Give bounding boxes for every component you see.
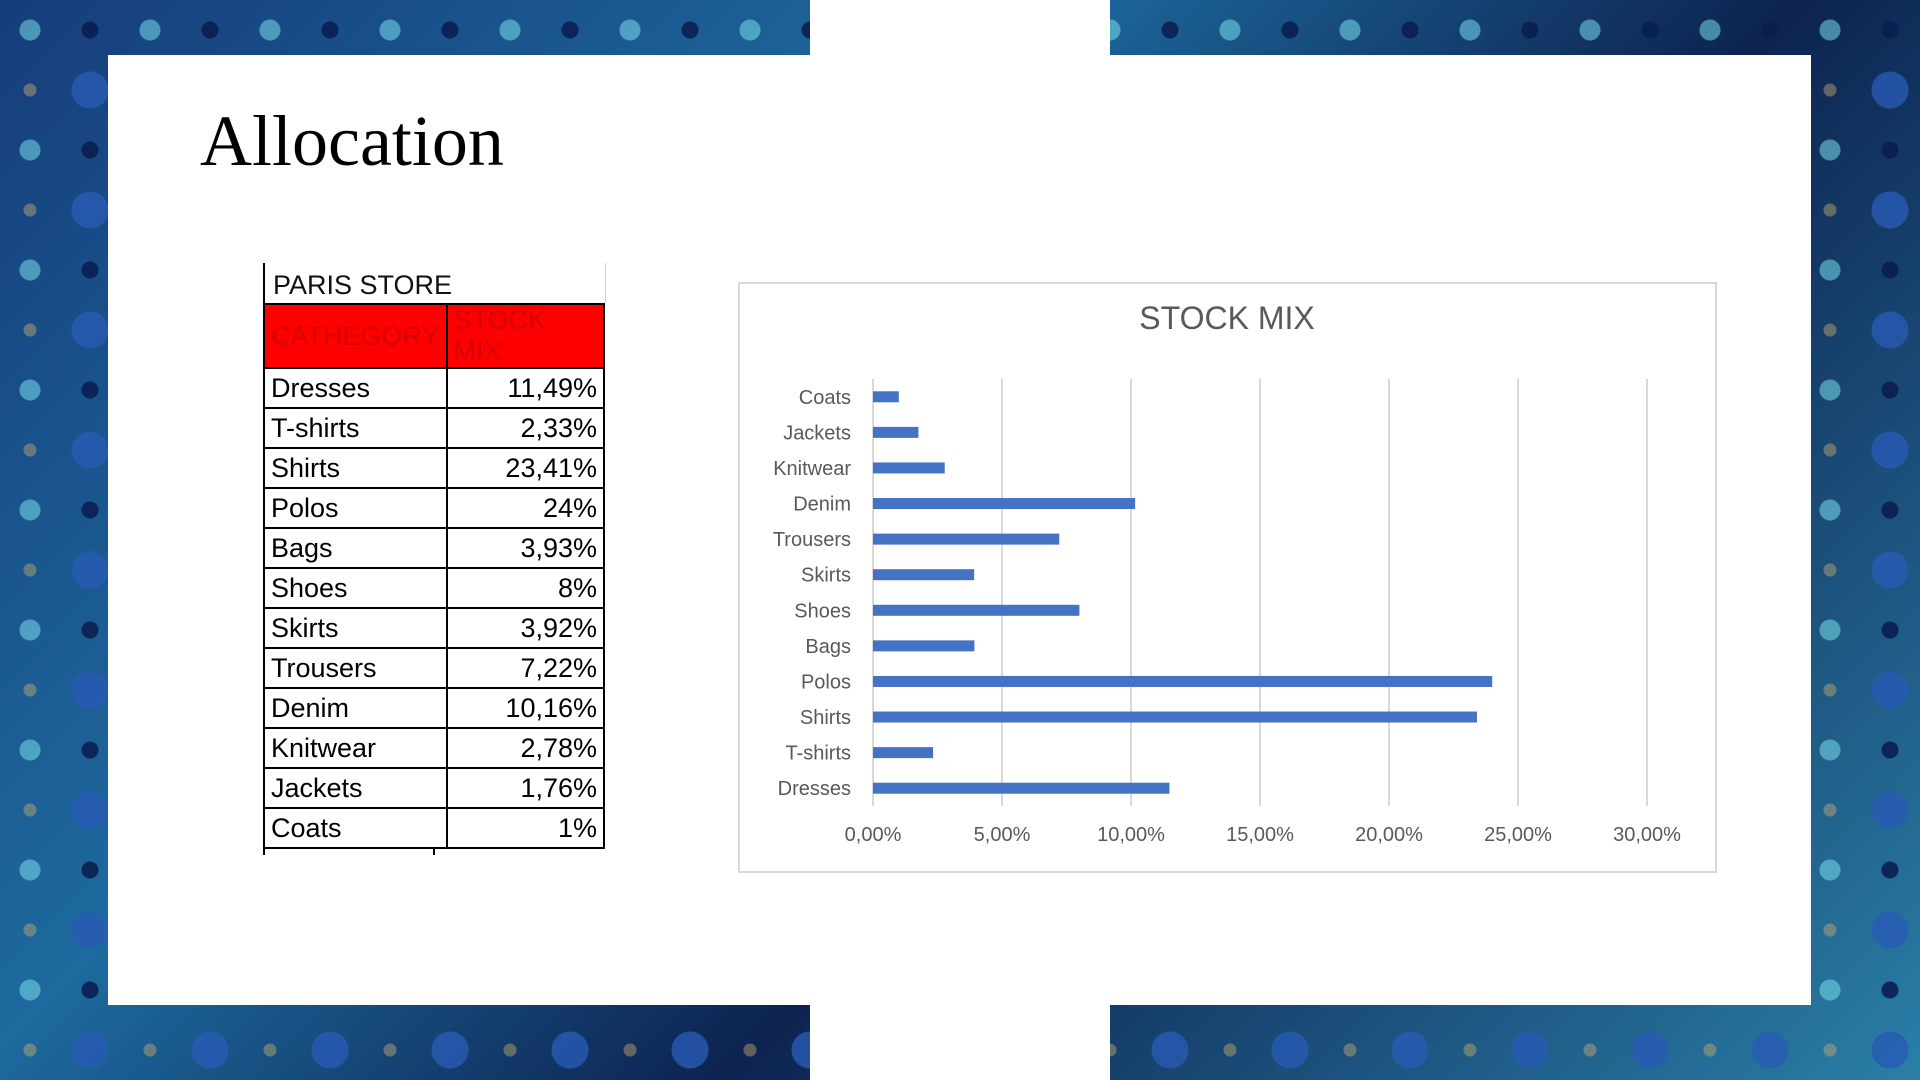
x-tick-label: 0,00% — [845, 824, 902, 846]
bar-dresses — [873, 782, 1170, 794]
bar-knitwear — [873, 462, 945, 474]
category-label: T-shirts — [785, 743, 851, 765]
x-tick-label: 25,00% — [1484, 824, 1552, 846]
x-tick-label: 15,00% — [1226, 824, 1294, 846]
x-tick-label: 20,00% — [1355, 824, 1423, 846]
table-row: Shirts 23,41% — [263, 447, 606, 489]
category-label: Knitwear — [773, 458, 851, 480]
row-stock-mix: 3,93% — [445, 527, 606, 569]
row-category: Jackets — [263, 767, 448, 809]
category-label: Coats — [799, 387, 851, 409]
row-category: Dresses — [263, 367, 448, 409]
stock-mix-chart: STOCK MIX Coats Jackets Knitwear Denim Trous… — [738, 282, 1717, 873]
header-stock-mix: STOCK MIX — [445, 303, 606, 369]
bar-polos — [873, 675, 1493, 687]
table-row: Trousers 7,22% — [263, 647, 606, 689]
table-row: Coats 1% — [263, 807, 606, 849]
bar-shoes — [873, 604, 1080, 616]
chart-gridlines — [872, 379, 1648, 806]
table-row: Knitwear 2,78% — [263, 727, 606, 769]
slide-title: Allocation — [200, 101, 504, 181]
bar-skirts — [873, 569, 975, 581]
category-label: Shoes — [794, 600, 851, 622]
row-category: Shirts — [263, 447, 448, 489]
store-title: PARIS STORE — [263, 263, 606, 303]
table-body: Dresses 11,49% T-shirts 2,33% Shirts 23,41% Po… — [263, 367, 606, 849]
row-stock-mix: 10,16% — [445, 687, 606, 729]
row-category: Bags — [263, 527, 448, 569]
table-header-row: CATHEGORY STOCK MIX — [263, 303, 606, 369]
category-label: Skirts — [801, 565, 851, 587]
row-category: T-shirts — [263, 407, 448, 449]
category-label: Trousers — [773, 529, 851, 551]
row-category: Trousers — [263, 647, 448, 689]
row-stock-mix: 23,41% — [445, 447, 606, 489]
chart-bars — [873, 391, 1493, 794]
row-stock-mix: 2,78% — [445, 727, 606, 769]
bar-jackets — [873, 426, 919, 438]
row-stock-mix: 1,76% — [445, 767, 606, 809]
category-label: Bags — [805, 636, 851, 658]
bar-t-shirts — [873, 747, 934, 759]
background-gap-bottom — [810, 1000, 1110, 1080]
chart-svg: STOCK MIX Coats Jackets Knitwear Denim Trous… — [773, 300, 1681, 846]
row-stock-mix: 2,33% — [445, 407, 606, 449]
x-tick-label: 30,00% — [1613, 824, 1681, 846]
table-row: T-shirts 2,33% — [263, 407, 606, 449]
table-row: Bags 3,93% — [263, 527, 606, 569]
chart-title: STOCK MIX — [1139, 300, 1314, 336]
row-stock-mix: 8% — [445, 567, 606, 609]
table-row: Dresses 11,49% — [263, 367, 606, 409]
row-category: Coats — [263, 807, 448, 849]
bar-denim — [873, 498, 1136, 510]
category-label: Dresses — [778, 778, 851, 800]
stock-mix-table: CATHEGORY STOCK MIX Dresses 11,49% T-shirt… — [263, 303, 606, 849]
row-category: Shoes — [263, 567, 448, 609]
chart-category-labels: Coats Jackets Knitwear Denim Trousers Skirts S… — [773, 387, 852, 800]
chart-tick-labels: 0,00% 5,00% 10,00% 15,00% 20,00% 25,00% 30,00% — [845, 824, 1681, 846]
category-label: Polos — [801, 671, 851, 693]
x-tick-label: 10,00% — [1097, 824, 1165, 846]
row-stock-mix: 1% — [445, 807, 606, 849]
row-stock-mix: 24% — [445, 487, 606, 529]
category-label: Shirts — [800, 707, 851, 729]
row-category: Skirts — [263, 607, 448, 649]
table-row: Denim 10,16% — [263, 687, 606, 729]
row-stock-mix: 3,92% — [445, 607, 606, 649]
bar-coats — [873, 391, 899, 403]
row-category: Denim — [263, 687, 448, 729]
table-row: Jackets 1,76% — [263, 767, 606, 809]
table-tail — [263, 849, 605, 855]
bar-trousers — [873, 533, 1060, 545]
row-stock-mix: 11,49% — [445, 367, 606, 409]
header-category: CATHEGORY — [263, 303, 448, 369]
table-row: Shoes 8% — [263, 567, 606, 609]
row-category: Knitwear — [263, 727, 448, 769]
background-gap-top — [810, 0, 1110, 60]
row-category: Polos — [263, 487, 448, 529]
category-label: Denim — [793, 494, 851, 516]
category-label: Jackets — [783, 422, 851, 444]
x-tick-label: 5,00% — [974, 824, 1031, 846]
bar-bags — [873, 640, 975, 652]
stock-table: PARIS STORE CATHEGORY STOCK MIX Dresses 1… — [263, 263, 606, 855]
row-stock-mix: 7,22% — [445, 647, 606, 689]
table-row: Skirts 3,92% — [263, 607, 606, 649]
bar-shirts — [873, 711, 1477, 723]
slide: Allocation PARIS STORE CATHEGORY STOCK M… — [108, 55, 1811, 1005]
table-row: Polos 24% — [263, 487, 606, 529]
